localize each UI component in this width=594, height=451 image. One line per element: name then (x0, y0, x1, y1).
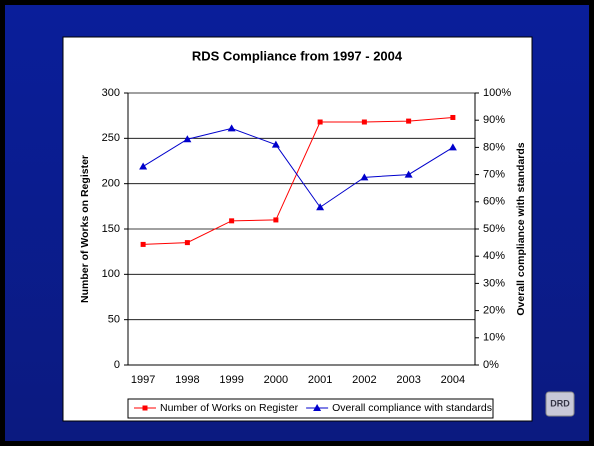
x-tick-label: 2000 (264, 374, 288, 386)
y-tick-label: 300 (102, 87, 120, 99)
y-tick-label: 100 (102, 268, 120, 280)
point (229, 218, 235, 224)
y2-tick-label: 10% (483, 332, 505, 344)
point (404, 170, 413, 178)
y-tick-label: 250 (102, 132, 120, 144)
point (273, 217, 279, 223)
chart-title: RDS Compliance from 1997 - 2004 (192, 48, 403, 63)
point (139, 162, 148, 170)
y2-tick-label: 60% (483, 196, 505, 208)
y-tick-label: 50 (108, 314, 120, 326)
point (360, 173, 369, 181)
series-line (143, 116, 453, 245)
x-tick-label: 2004 (441, 374, 465, 386)
point (140, 241, 146, 247)
y2-tick-label: 90% (483, 114, 505, 126)
y2-axis-title: Overall compliance with standards (515, 142, 527, 315)
point (448, 143, 457, 151)
y-tick-label: 200 (102, 178, 120, 190)
y-tick-label: 0 (114, 359, 120, 371)
point (317, 119, 323, 125)
point (361, 119, 367, 125)
point (184, 240, 190, 246)
point (183, 135, 192, 143)
legend-label: Overall compliance with standards (332, 402, 492, 414)
x-tick-label: 1997 (131, 374, 155, 386)
legend-marker (313, 404, 322, 411)
point (227, 124, 236, 132)
point (271, 140, 280, 148)
x-tick-label: 2001 (308, 374, 332, 386)
y2-tick-label: 100% (483, 87, 511, 99)
y2-tick-label: 20% (483, 305, 505, 317)
legend-label: Number of Works on Register (160, 402, 299, 414)
point (450, 114, 456, 120)
y2-tick-label: 0% (483, 359, 499, 371)
x-tick-label: 2002 (352, 374, 376, 386)
y2-tick-label: 40% (483, 250, 505, 262)
y2-tick-label: 50% (483, 223, 505, 235)
legend-marker (142, 405, 148, 411)
y-tick-label: 150 (102, 223, 120, 235)
point (316, 203, 325, 211)
y2-tick-label: 80% (483, 141, 505, 153)
x-tick-label: 1998 (175, 374, 199, 386)
svg-text:DRD: DRD (550, 398, 570, 408)
x-tick-label: 2003 (396, 374, 420, 386)
y2-tick-label: 30% (483, 277, 505, 289)
series-line (142, 127, 454, 208)
point (406, 118, 412, 124)
y2-tick-label: 70% (483, 169, 505, 181)
x-tick-label: 1999 (219, 374, 243, 386)
y-axis-title: Number of Works on Register (79, 155, 91, 303)
logo: DRD (545, 391, 575, 417)
